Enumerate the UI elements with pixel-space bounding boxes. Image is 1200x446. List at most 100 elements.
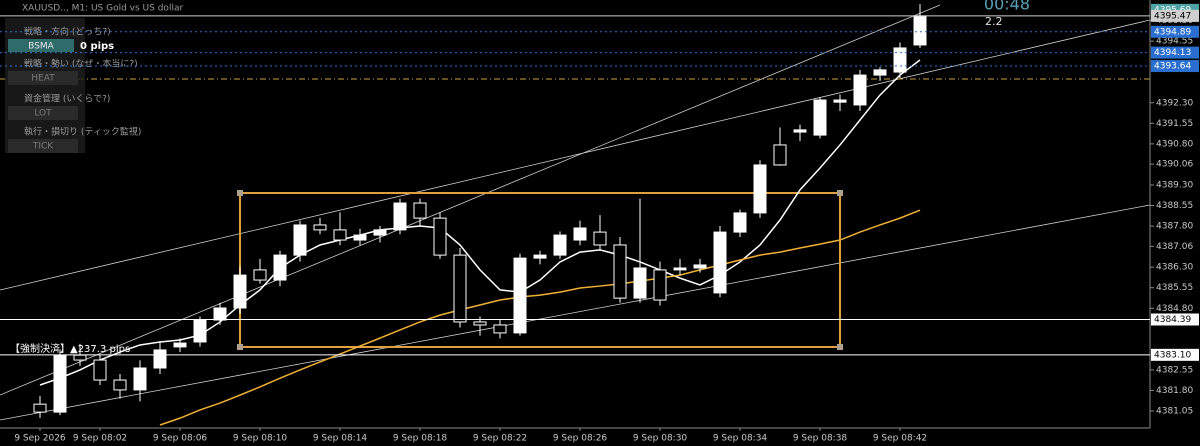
candle-body <box>493 324 507 334</box>
x-tick-label: 9 Sep 08:10 <box>233 434 288 444</box>
candle-body <box>673 267 687 271</box>
candle-body <box>373 229 387 236</box>
candle-body <box>573 227 587 241</box>
price-box <box>1151 9 1199 22</box>
section-label: 執行・損切り (ティック監視) <box>24 126 141 138</box>
candle-body <box>393 202 407 231</box>
candle-body <box>913 15 927 46</box>
section-label: 資金管理 (いくらで?) <box>24 93 110 105</box>
handle <box>237 190 243 196</box>
button-label[interactable]: LOT <box>34 109 52 119</box>
box-handles <box>237 190 843 350</box>
x-tick-label: 9 Sep 08:02 <box>73 434 127 444</box>
candle-body <box>433 217 447 256</box>
candle-body <box>653 269 667 301</box>
candle-body <box>313 224 327 231</box>
trendlines <box>0 4 1150 421</box>
moving-average <box>39 59 921 386</box>
y-tick-label: 4385.55 <box>1156 283 1193 293</box>
trendline <box>0 4 941 396</box>
candle-body <box>593 231 607 246</box>
timer: 00:48 <box>984 0 1030 14</box>
x-tick-label: 9 Sep 08:30 <box>633 434 688 444</box>
y-tick-label: 4394.55 <box>1156 37 1193 47</box>
candle-body <box>553 234 567 256</box>
trendline <box>0 19 1150 291</box>
candle-body <box>53 354 67 413</box>
handle <box>837 190 843 196</box>
candle-body <box>93 359 107 381</box>
candle-body <box>793 129 807 133</box>
button[interactable] <box>8 139 78 153</box>
price-box <box>1151 348 1199 361</box>
x-tick-label: 9 Sep 08:14 <box>313 434 368 444</box>
symbol-label: XAUUSD.., M1: US Gold vs US dollar <box>22 4 183 14</box>
pips-label: 0 pips <box>80 41 114 52</box>
price-box <box>1151 313 1199 326</box>
candle-body <box>333 229 347 241</box>
button-label[interactable]: TICK <box>32 142 54 152</box>
y-tick-label: 4381.80 <box>1156 386 1193 396</box>
x-tick-label: 9 Sep 08:18 <box>393 434 448 444</box>
button[interactable] <box>8 106 78 120</box>
candle-body <box>413 202 427 219</box>
candle-body <box>853 74 867 106</box>
candle-body <box>213 307 227 321</box>
trendline <box>0 204 1150 421</box>
candle-body <box>353 234 367 241</box>
candle-body <box>153 349 167 369</box>
y-tick-label: 4389.30 <box>1156 180 1193 190</box>
moving-average <box>159 209 921 426</box>
x-tick-label: 9 Sep 08:34 <box>713 434 768 444</box>
candle-body <box>173 342 187 348</box>
y-tick-label: 4382.55 <box>1156 365 1193 375</box>
y-tick-label: 4386.30 <box>1156 263 1193 273</box>
candle-body <box>713 231 727 294</box>
candle-body <box>293 224 307 256</box>
candle-body <box>753 164 767 214</box>
candle-body <box>233 274 247 309</box>
price-box <box>1151 60 1199 73</box>
candle-body <box>833 99 847 103</box>
x-tick-label: 9 Sep 08:26 <box>553 434 608 444</box>
price-box <box>1151 25 1199 38</box>
x-tick-label: 9 Sep 08:22 <box>473 434 527 444</box>
spread: 2.2 <box>985 15 1003 28</box>
candle-body <box>73 354 87 361</box>
button-label[interactable]: BSMA <box>28 42 54 52</box>
candle-body <box>773 144 787 166</box>
button-label[interactable]: HEAT <box>31 74 55 84</box>
section-label: 戦略・方向 (どっち?) <box>24 26 111 38</box>
candle-body <box>693 264 707 269</box>
candle-body <box>133 367 147 391</box>
price-box-label: 4384.39 <box>1154 315 1191 325</box>
y-tick-label: 4387.80 <box>1156 222 1193 232</box>
section-label: 戦略・勢い (なぜ・本当に?) <box>24 58 138 70</box>
candle-body <box>633 267 647 299</box>
plot-area <box>0 4 1150 426</box>
candle-body <box>33 403 47 413</box>
control-panel: XAUUSD.., M1: US Gold vs US dollar 戦略・方向… <box>5 0 1030 355</box>
y-tick-label: 4390.06 <box>1156 160 1193 170</box>
y-tick-label: 4387.06 <box>1156 242 1193 252</box>
candle-body <box>533 254 547 259</box>
candle-body <box>113 379 127 391</box>
button[interactable] <box>8 39 74 52</box>
candle-body <box>813 99 827 136</box>
price-box-label: 4395.47 <box>1154 11 1191 21</box>
handle <box>237 344 243 350</box>
button[interactable] <box>8 71 78 85</box>
y-tick-label: 4388.55 <box>1156 201 1193 211</box>
candle-body <box>873 69 887 76</box>
y-tick-label: 4381.05 <box>1156 407 1193 417</box>
candle-body <box>253 269 267 281</box>
x-tick-label: 9 Sep 08:06 <box>153 434 208 444</box>
price-box-label: 4383.10 <box>1154 350 1191 360</box>
candle-body <box>893 47 907 73</box>
candle-body <box>733 212 747 233</box>
forced-close-label: 【強制決済】▲237.3 pips <box>10 342 130 355</box>
y-tick-label: 4390.80 <box>1156 139 1193 149</box>
price-box-label: 4394.13 <box>1154 48 1191 58</box>
price-box-label: 4393.64 <box>1154 62 1191 72</box>
